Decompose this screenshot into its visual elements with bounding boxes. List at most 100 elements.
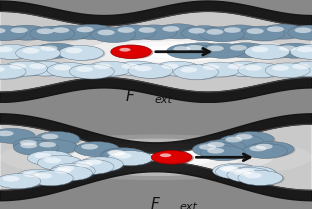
Circle shape: [76, 142, 121, 157]
Circle shape: [286, 61, 312, 76]
Circle shape: [158, 24, 202, 39]
Circle shape: [128, 63, 173, 78]
Circle shape: [22, 48, 39, 54]
Circle shape: [134, 25, 178, 40]
Circle shape: [135, 66, 152, 71]
Circle shape: [175, 65, 220, 80]
Circle shape: [35, 173, 52, 179]
Circle shape: [15, 141, 60, 156]
Circle shape: [251, 142, 295, 157]
Circle shape: [32, 27, 76, 42]
Circle shape: [215, 164, 260, 179]
Circle shape: [223, 43, 268, 58]
Circle shape: [219, 25, 264, 40]
Circle shape: [202, 44, 247, 59]
Circle shape: [292, 45, 312, 60]
Circle shape: [13, 140, 58, 155]
Circle shape: [157, 62, 202, 77]
Circle shape: [225, 137, 242, 142]
Circle shape: [234, 170, 251, 175]
Circle shape: [70, 24, 115, 39]
Circle shape: [0, 64, 26, 79]
Circle shape: [76, 27, 94, 32]
Circle shape: [199, 144, 216, 150]
Circle shape: [242, 27, 287, 42]
Circle shape: [167, 44, 212, 59]
Circle shape: [260, 24, 305, 39]
Circle shape: [81, 144, 98, 149]
Circle shape: [292, 64, 310, 69]
Ellipse shape: [16, 29, 312, 74]
Circle shape: [49, 63, 94, 78]
Circle shape: [121, 63, 139, 69]
Circle shape: [61, 46, 105, 61]
Circle shape: [0, 131, 14, 136]
Circle shape: [71, 160, 116, 175]
Circle shape: [37, 28, 54, 34]
Circle shape: [295, 27, 312, 33]
Circle shape: [186, 45, 203, 51]
Circle shape: [267, 64, 312, 78]
Circle shape: [2, 176, 20, 182]
Circle shape: [236, 134, 253, 140]
Circle shape: [24, 62, 69, 76]
Circle shape: [249, 141, 294, 157]
Circle shape: [233, 167, 278, 182]
Circle shape: [0, 25, 27, 41]
Circle shape: [85, 159, 102, 165]
Circle shape: [52, 27, 69, 33]
Circle shape: [230, 45, 247, 51]
Circle shape: [52, 164, 97, 179]
Circle shape: [162, 63, 179, 69]
Circle shape: [219, 166, 236, 171]
Circle shape: [203, 64, 220, 70]
Circle shape: [0, 174, 42, 189]
Circle shape: [20, 140, 37, 145]
Circle shape: [181, 43, 226, 58]
Circle shape: [160, 153, 171, 157]
Circle shape: [200, 27, 245, 42]
Circle shape: [37, 155, 82, 170]
Circle shape: [220, 135, 265, 150]
Circle shape: [15, 138, 60, 153]
Circle shape: [69, 64, 114, 79]
Text: ext: ext: [154, 95, 172, 105]
Circle shape: [207, 148, 224, 154]
Circle shape: [115, 61, 160, 76]
Circle shape: [30, 171, 75, 186]
Circle shape: [240, 63, 285, 78]
Circle shape: [221, 61, 266, 76]
Circle shape: [225, 43, 270, 58]
Circle shape: [54, 168, 71, 174]
Circle shape: [39, 142, 56, 147]
Circle shape: [156, 24, 201, 39]
Circle shape: [139, 27, 156, 33]
Circle shape: [274, 44, 312, 59]
Circle shape: [290, 26, 312, 41]
Circle shape: [89, 62, 134, 77]
Circle shape: [168, 45, 213, 59]
Circle shape: [115, 153, 131, 159]
Circle shape: [0, 26, 28, 41]
Circle shape: [0, 66, 5, 72]
Circle shape: [17, 46, 62, 61]
Ellipse shape: [86, 37, 257, 66]
Circle shape: [279, 45, 296, 51]
Circle shape: [78, 157, 123, 172]
Circle shape: [80, 157, 125, 172]
Circle shape: [54, 65, 71, 70]
Circle shape: [198, 63, 243, 78]
Circle shape: [2, 61, 47, 76]
Circle shape: [245, 173, 262, 178]
Circle shape: [227, 167, 272, 182]
Circle shape: [287, 62, 312, 77]
Ellipse shape: [39, 139, 273, 176]
Circle shape: [18, 170, 63, 185]
Circle shape: [30, 26, 75, 41]
Circle shape: [245, 144, 290, 159]
Circle shape: [0, 45, 36, 60]
Circle shape: [13, 138, 58, 153]
Circle shape: [200, 43, 245, 58]
Circle shape: [188, 28, 206, 34]
Circle shape: [102, 148, 147, 163]
